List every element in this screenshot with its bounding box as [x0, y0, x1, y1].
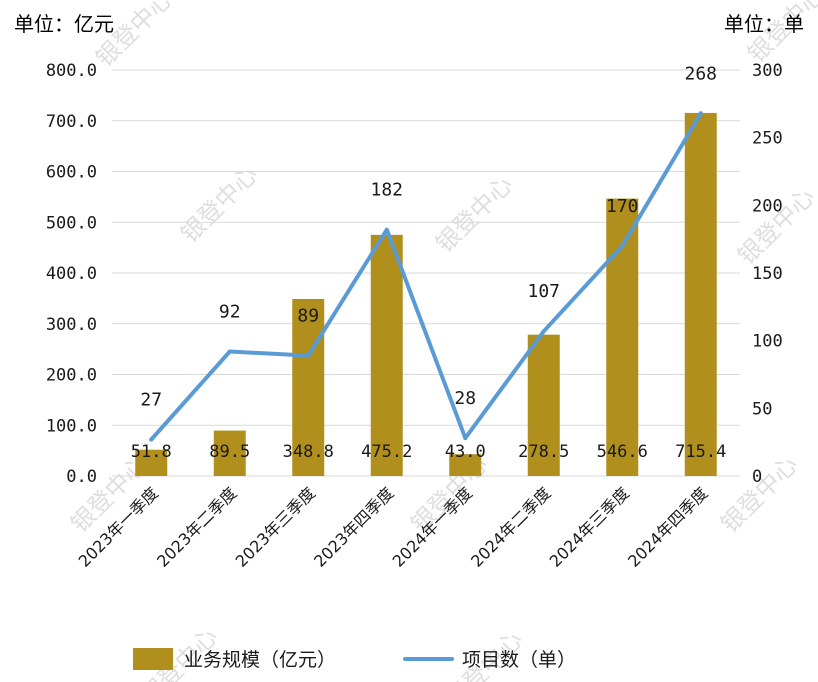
line-point-4 — [463, 436, 468, 441]
watermark-2: 银登中心 — [431, 171, 519, 259]
project-count-line — [149, 111, 703, 442]
right-axis-unit-label: 单位：单 — [724, 12, 804, 36]
right-axis-ticks: 0 50 100 150 200 250 300 — [752, 61, 783, 487]
watermark-1: 银登中心 — [176, 161, 264, 249]
right-tick-4: 200 — [752, 196, 783, 216]
bar-series — [135, 112, 717, 476]
legend-line-label: 项目数（单） — [462, 649, 576, 671]
gridlines — [112, 69, 740, 477]
line-point-7 — [698, 111, 703, 116]
line-data-labels: 27 92 89 182 28 107 170 268 — [140, 63, 717, 410]
bar-label-6: 546.6 — [597, 442, 648, 462]
left-tick-5: 500.0 — [46, 213, 97, 233]
bar-5 — [527, 334, 560, 476]
line-label-3: 182 — [370, 180, 403, 201]
right-tick-0: 0 — [752, 467, 762, 487]
left-tick-8: 800.0 — [46, 61, 97, 81]
line-label-0: 27 — [140, 389, 162, 410]
line-label-2: 89 — [297, 306, 319, 327]
legend: 业务规模（亿元） 项目数（单） — [133, 648, 576, 671]
legend-bar-swatch — [133, 648, 173, 670]
left-axis-ticks: 0.0 100.0 200.0 300.0 400.0 500.0 600.0 700.0 80… — [46, 61, 97, 487]
bar-7 — [684, 112, 717, 476]
bar-2 — [292, 298, 325, 476]
right-tick-6: 300 — [752, 61, 783, 81]
line-point-2 — [306, 353, 311, 358]
line-point-0 — [149, 437, 154, 442]
category-label-6: 2024年三季度 — [546, 483, 633, 570]
legend-bar-label: 业务规模（亿元） — [184, 649, 336, 671]
bar-label-7: 715.4 — [675, 442, 726, 462]
watermark-0: 银登中心 — [91, 0, 179, 72]
right-tick-2: 100 — [752, 332, 783, 352]
bar-4 — [449, 454, 482, 476]
category-label-7: 2024年四季度 — [624, 483, 711, 570]
line-label-6: 170 — [606, 196, 639, 217]
left-tick-2: 200.0 — [46, 366, 97, 386]
bar-label-0: 51.8 — [131, 442, 172, 462]
category-label-1: 2023年二季度 — [153, 483, 240, 570]
left-tick-3: 300.0 — [46, 315, 97, 335]
right-tick-3: 150 — [752, 264, 783, 284]
line-label-7: 268 — [684, 63, 717, 84]
bar-label-3: 475.2 — [361, 442, 412, 462]
left-tick-6: 600.0 — [46, 163, 97, 183]
category-axis-labels: 2023年一季度2023年二季度2023年三季度2023年四季度2024年一季度… — [75, 483, 712, 570]
line-label-1: 92 — [219, 301, 241, 322]
left-tick-1: 100.0 — [46, 416, 97, 436]
watermark-5: 银登中心 — [716, 451, 804, 539]
category-label-2: 2023年三季度 — [232, 483, 319, 570]
bar-label-2: 348.8 — [283, 442, 334, 462]
bar-0 — [135, 449, 168, 476]
right-tick-1: 50 — [752, 399, 772, 419]
bar-label-4: 43.0 — [445, 442, 486, 462]
line-point-1 — [227, 349, 232, 354]
left-tick-4: 400.0 — [46, 264, 97, 284]
bar-label-1: 89.5 — [209, 442, 250, 462]
line-label-5: 107 — [527, 281, 560, 302]
bar-6 — [606, 198, 639, 476]
category-label-3: 2023年四季度 — [310, 483, 397, 570]
line-point-3 — [384, 227, 389, 232]
right-tick-5: 250 — [752, 129, 783, 149]
line-series — [149, 111, 703, 442]
line-label-4: 28 — [454, 388, 476, 409]
left-tick-0: 0.0 — [66, 467, 97, 487]
left-axis-unit-label: 单位：亿元 — [14, 12, 114, 36]
bar-3 — [370, 234, 403, 476]
line-point-5 — [541, 329, 546, 334]
line-point-6 — [620, 243, 625, 248]
bar-data-labels: 51.8 89.5 348.8 475.2 43.0 278.5 546.6 715.4 — [131, 442, 727, 462]
bar-label-5: 278.5 — [518, 442, 569, 462]
category-label-5: 2024年二季度 — [467, 483, 554, 570]
bar-1 — [213, 430, 246, 476]
left-tick-7: 700.0 — [46, 112, 97, 132]
